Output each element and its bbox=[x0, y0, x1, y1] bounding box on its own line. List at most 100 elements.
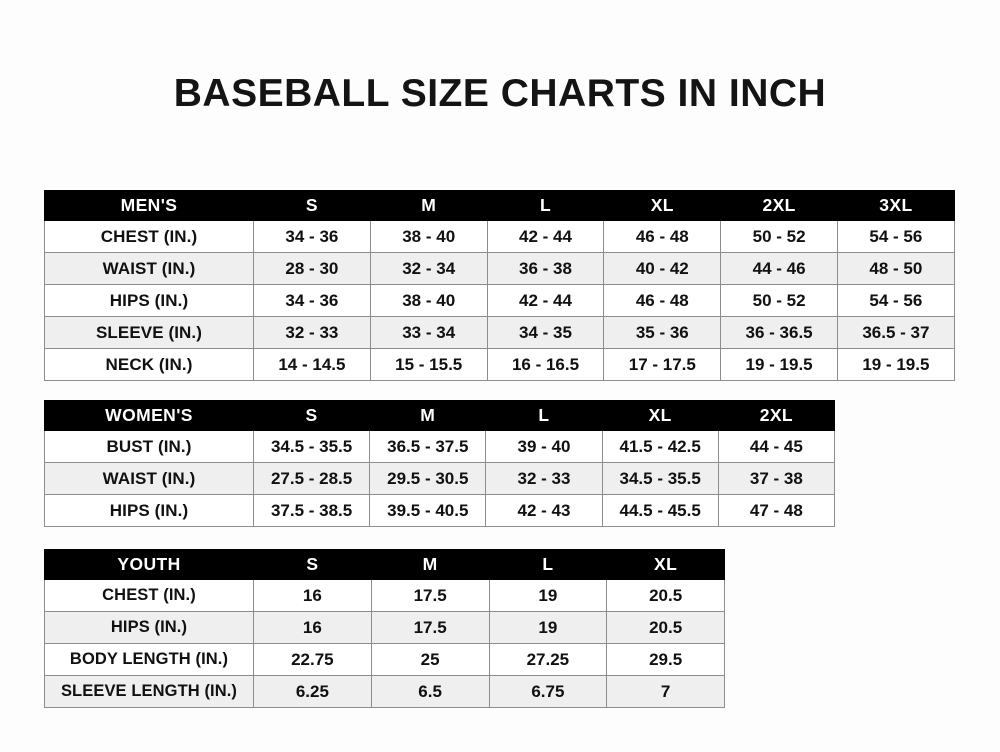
measurement-cell: 34 - 35 bbox=[486, 316, 605, 349]
measurement-cell: 42 - 44 bbox=[486, 284, 605, 317]
womens-table-title-cell: WOMEN'S bbox=[44, 400, 254, 431]
measurement-cell: 29.5 - 30.5 bbox=[369, 462, 487, 495]
measurement-cell: 20.5 bbox=[606, 579, 725, 612]
measurement-cell: 39.5 - 40.5 bbox=[369, 494, 487, 527]
table-row: NECK (IN.) 14 - 14.5 15 - 15.5 16 - 16.5 17 … bbox=[44, 348, 955, 381]
column-header-xl: XL bbox=[606, 549, 725, 580]
measurement-cell: 37 - 38 bbox=[717, 462, 835, 495]
row-label-neck-in: NECK (IN.) bbox=[44, 348, 254, 381]
measurement-cell: 6.25 bbox=[253, 675, 372, 708]
row-label-chest-in: CHEST (IN.) bbox=[44, 220, 254, 253]
womens-table-header: WOMEN'S S M L XL 2XL bbox=[44, 400, 835, 431]
measurement-cell: 35 - 36 bbox=[603, 316, 722, 349]
measurement-cell: 34 - 36 bbox=[253, 220, 371, 253]
row-label-hips-in: HIPS (IN.) bbox=[44, 611, 254, 644]
row-label-sleeve-length-in: SLEEVE LENGTH (IN.) bbox=[44, 675, 254, 708]
mens-table-title-cell: MEN'S bbox=[44, 190, 254, 221]
table-row: WAIST (IN.) 28 - 30 32 - 34 36 - 38 40 - 42 4… bbox=[44, 252, 955, 285]
measurement-cell: 50 - 52 bbox=[720, 284, 838, 317]
youth-size-table: YOUTH S M L XL CHEST (IN.) 16 17.5 19 20.5 HIPS (… bbox=[44, 549, 725, 708]
measurement-cell: 20.5 bbox=[606, 611, 725, 644]
measurement-cell: 44 - 46 bbox=[720, 252, 838, 285]
measurement-cell: 42 - 44 bbox=[486, 220, 605, 253]
column-header-m: M bbox=[370, 549, 490, 580]
measurement-cell: 54 - 56 bbox=[836, 284, 955, 317]
column-header-l: L bbox=[488, 549, 608, 580]
measurement-cell: 41.5 - 42.5 bbox=[601, 430, 719, 463]
measurement-cell: 36.5 - 37.5 bbox=[369, 430, 487, 463]
row-label-waist-in: WAIST (IN.) bbox=[44, 462, 254, 495]
column-header-l: L bbox=[486, 190, 605, 221]
measurement-cell: 34.5 - 35.5 bbox=[252, 430, 371, 463]
column-header-2xl: 2XL bbox=[720, 190, 838, 221]
measurement-cell: 29.5 bbox=[606, 643, 725, 676]
youth-table-body: CHEST (IN.) 16 17.5 19 20.5 HIPS (IN.) 16 17.5 1… bbox=[44, 579, 725, 708]
mens-table-body: CHEST (IN.) 34 - 36 38 - 40 42 - 44 46 - 48 5… bbox=[44, 220, 955, 381]
measurement-cell: 7 bbox=[606, 675, 725, 708]
measurement-cell: 16 bbox=[253, 611, 372, 644]
measurement-cell: 19 - 19.5 bbox=[720, 348, 838, 381]
measurement-cell: 36 - 38 bbox=[486, 252, 605, 285]
table-row: SLEEVE (IN.) 32 - 33 33 - 34 34 - 35 35 - 36… bbox=[44, 316, 955, 349]
column-header-l: L bbox=[485, 400, 603, 431]
row-label-body-length-in: BODY LENGTH (IN.) bbox=[44, 643, 254, 676]
measurement-cell: 19 bbox=[488, 611, 608, 644]
measurement-cell: 42 - 43 bbox=[485, 494, 603, 527]
row-label-hips-in: HIPS (IN.) bbox=[44, 494, 254, 527]
measurement-cell: 47 - 48 bbox=[717, 494, 835, 527]
measurement-cell: 32 - 34 bbox=[369, 252, 488, 285]
measurement-cell: 25 bbox=[370, 643, 490, 676]
measurement-cell: 16 - 16.5 bbox=[486, 348, 605, 381]
measurement-cell: 40 - 42 bbox=[603, 252, 722, 285]
measurement-cell: 48 - 50 bbox=[836, 252, 955, 285]
table-header-row: MEN'S S M L XL 2XL 3XL bbox=[44, 190, 955, 221]
column-header-s: S bbox=[253, 190, 371, 221]
measurement-cell: 36 - 36.5 bbox=[720, 316, 838, 349]
measurement-cell: 27.5 - 28.5 bbox=[252, 462, 371, 495]
measurement-cell: 46 - 48 bbox=[603, 220, 722, 253]
table-row: HIPS (IN.) 34 - 36 38 - 40 42 - 44 46 - 48 50… bbox=[44, 284, 955, 317]
measurement-cell: 19 bbox=[488, 579, 608, 612]
measurement-cell: 46 - 48 bbox=[603, 284, 722, 317]
measurement-cell: 38 - 40 bbox=[369, 220, 488, 253]
measurement-cell: 54 - 56 bbox=[836, 220, 955, 253]
table-header-row: WOMEN'S S M L XL 2XL bbox=[44, 400, 835, 431]
column-header-xl: XL bbox=[601, 400, 719, 431]
measurement-cell: 50 - 52 bbox=[720, 220, 838, 253]
column-header-m: M bbox=[369, 190, 488, 221]
measurement-cell: 34 - 36 bbox=[253, 284, 371, 317]
measurement-cell: 44 - 45 bbox=[717, 430, 835, 463]
column-header-3xl: 3XL bbox=[836, 190, 955, 221]
measurement-cell: 15 - 15.5 bbox=[369, 348, 488, 381]
mens-table-header: MEN'S S M L XL 2XL 3XL bbox=[44, 190, 955, 221]
measurement-cell: 28 - 30 bbox=[253, 252, 371, 285]
measurement-cell: 34.5 - 35.5 bbox=[601, 462, 719, 495]
table-row: SLEEVE LENGTH (IN.) 6.25 6.5 6.75 7 bbox=[44, 675, 725, 708]
column-header-s: S bbox=[252, 400, 371, 431]
column-header-xl: XL bbox=[603, 190, 722, 221]
measurement-cell: 44.5 - 45.5 bbox=[601, 494, 719, 527]
measurement-cell: 17 - 17.5 bbox=[603, 348, 722, 381]
row-label-chest-in: CHEST (IN.) bbox=[44, 579, 254, 612]
measurement-cell: 27.25 bbox=[488, 643, 608, 676]
table-row: WAIST (IN.) 27.5 - 28.5 29.5 - 30.5 32 - 33… bbox=[44, 462, 835, 495]
youth-table-title-cell: YOUTH bbox=[44, 549, 254, 580]
column-header-m: M bbox=[369, 400, 487, 431]
table-header-row: YOUTH S M L XL bbox=[44, 549, 725, 580]
row-label-hips-in: HIPS (IN.) bbox=[44, 284, 254, 317]
measurement-cell: 39 - 40 bbox=[485, 430, 603, 463]
measurement-cell: 17.5 bbox=[370, 579, 490, 612]
table-row: CHEST (IN.) 34 - 36 38 - 40 42 - 44 46 - 48 5… bbox=[44, 220, 955, 253]
womens-size-table: WOMEN'S S M L XL 2XL BUST (IN.) 34.5 - 35.5 36.… bbox=[44, 400, 835, 527]
measurement-cell: 38 - 40 bbox=[369, 284, 488, 317]
table-row: BUST (IN.) 34.5 - 35.5 36.5 - 37.5 39 - 40 4… bbox=[44, 430, 835, 463]
womens-table-body: BUST (IN.) 34.5 - 35.5 36.5 - 37.5 39 - 40 4… bbox=[44, 430, 835, 527]
measurement-cell: 6.5 bbox=[370, 675, 490, 708]
table-row: BODY LENGTH (IN.) 22.75 25 27.25 29.5 bbox=[44, 643, 725, 676]
row-label-waist-in: WAIST (IN.) bbox=[44, 252, 254, 285]
row-label-sleeve-in: SLEEVE (IN.) bbox=[44, 316, 254, 349]
measurement-cell: 32 - 33 bbox=[485, 462, 603, 495]
measurement-cell: 22.75 bbox=[253, 643, 372, 676]
measurement-cell: 16 bbox=[253, 579, 372, 612]
row-label-bust-in: BUST (IN.) bbox=[44, 430, 254, 463]
